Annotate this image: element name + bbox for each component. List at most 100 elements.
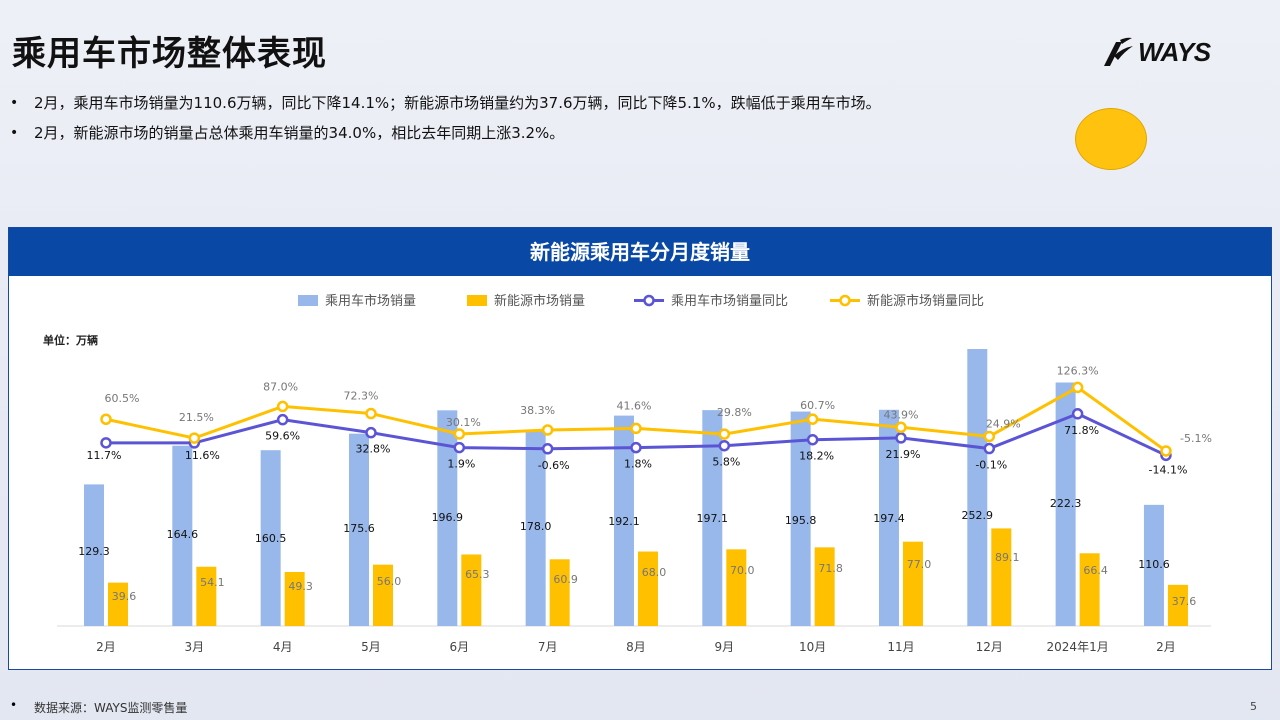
label-nev-yoy-7: 41.6%: [617, 399, 652, 412]
bar-passenger-10: [878, 409, 899, 626]
label-passenger-yoy-3: 59.6%: [265, 430, 300, 443]
bullet-item: • 2月，乘用车市场销量为110.6万辆，同比下降14.1%；新能源市场销量约为…: [10, 90, 881, 120]
x-tick-label-6: 7月: [538, 640, 558, 654]
chart-title: 新能源乘用车分月度销量: [9, 228, 1271, 276]
data-source: 数据来源：WAYS监测零售量: [34, 701, 188, 715]
label-nev-yoy-6: 38.3%: [520, 404, 555, 417]
page-title: 乘用车市场整体表现: [12, 34, 327, 74]
bar-passenger-8: [702, 410, 723, 626]
label-nev-yoy-3: 87.0%: [263, 380, 298, 393]
ways-logo: WAYS: [1100, 34, 1211, 70]
bar-label-passenger-2: 164.6: [167, 528, 199, 541]
bar-nev-5: [461, 554, 482, 626]
bar-passenger-6: [525, 431, 546, 626]
label-passenger-yoy-13: -14.1%: [1148, 463, 1187, 476]
label-passenger-yoy-6: -0.6%: [538, 459, 570, 472]
bar-label-passenger-9: 195.8: [785, 514, 817, 527]
bullet-text: 2月，乘用车市场销量为110.6万辆，同比下降14.1%；新能源市场销量约为37…: [34, 94, 881, 112]
point-passenger-yoy-4: [365, 426, 377, 439]
point-passenger-yoy-9: [806, 433, 819, 446]
bar-label-nev-4: 56.0: [377, 575, 402, 588]
logo-text: WAYS: [1138, 36, 1211, 67]
point-nev-yoy-13: [1160, 445, 1172, 457]
label-passenger-yoy-9: 18.2%: [799, 450, 834, 463]
label-passenger-yoy-11: -0.1%: [975, 459, 1007, 472]
label-nev-yoy-10: 43.9%: [883, 408, 918, 421]
bar-label-passenger-10: 197.4: [873, 512, 905, 525]
bar-nev-3: [284, 572, 305, 626]
bar-nev-13: [1167, 584, 1188, 626]
bar-nev-9: [814, 547, 835, 626]
point-nev-yoy-4: [365, 407, 377, 420]
point-passenger-yoy-6: [541, 443, 554, 455]
x-tick-label-7: 8月: [626, 640, 646, 654]
bar-passenger-11: [967, 349, 988, 626]
legend-label-2: 新能源市场销量: [494, 293, 585, 309]
bar-label-nev-8: 70.0: [730, 564, 755, 577]
x-tick-label-4: 5月: [361, 640, 381, 654]
unit-label: 单位：万辆: [43, 333, 98, 347]
label-nev-yoy-12: 126.3%: [1057, 364, 1099, 377]
bar-passenger-3: [260, 450, 281, 626]
bar-label-nev-2: 54.1: [200, 576, 225, 589]
point-passenger-yoy-1: [100, 437, 112, 449]
label-passenger-yoy-5: 1.9%: [447, 458, 475, 471]
x-tick-label-1: 2月: [96, 640, 116, 654]
bar-label-passenger-6: 178.0: [520, 520, 552, 533]
bar-passenger-7: [613, 415, 634, 626]
bar-label-nev-10: 77.0: [907, 558, 932, 571]
bullet-dot-icon: •: [10, 125, 19, 141]
bar-nev-2: [196, 566, 217, 626]
point-nev-yoy-12: [1071, 381, 1084, 394]
point-nev-yoy-2: [188, 432, 201, 444]
point-passenger-yoy-10: [895, 432, 907, 444]
bar-nev-11: [991, 528, 1012, 626]
bullet-item: • 2月，新能源市场的销量占总体乘用车销量的34.0%，相比去年同期上涨3.2%…: [10, 120, 881, 150]
bar-passenger-9: [790, 411, 811, 626]
legend-swatch-2: [467, 295, 487, 306]
label-passenger-yoy-12: 71.8%: [1064, 424, 1099, 437]
label-passenger-yoy-2: 11.6%: [185, 449, 220, 462]
bar-label-nev-12: 66.4: [1083, 564, 1108, 577]
x-tick-label-12: 2024年1月: [1047, 640, 1109, 654]
x-tick-label-8: 9月: [714, 640, 734, 654]
ways-logo-icon: [1104, 37, 1133, 66]
x-tick-label-10: 11月: [887, 640, 914, 654]
label-passenger-yoy-4: 32.8%: [356, 443, 391, 456]
x-tick-label-3: 4月: [273, 640, 293, 654]
bar-label-nev-13: 37.6: [1172, 595, 1197, 608]
bar-label-nev-9: 71.8: [818, 562, 843, 575]
bar-passenger-5: [437, 410, 458, 626]
bar-label-passenger-13: 110.6: [1138, 558, 1170, 571]
legend-marker-3: [643, 294, 655, 307]
point-passenger-yoy-8: [718, 439, 731, 452]
point-passenger-yoy-5: [453, 441, 466, 454]
bar-label-nev-5: 65.3: [465, 568, 490, 581]
bar-label-passenger-11: 252.9: [962, 509, 994, 522]
chart-canvas: 单位：万辆 乘用车市场销量 新能源市场销量 乘用车市场销量同比 新能源市场销量同比 2月 3…: [43, 293, 1212, 654]
point-nev-yoy-11: [983, 430, 996, 443]
bar-nev-4: [372, 564, 393, 626]
bar-passenger-4: [348, 433, 369, 626]
bar-label-nev-11: 89.1: [995, 551, 1020, 564]
bar-nev-8: [726, 549, 747, 626]
bar-label-nev-6: 60.9: [553, 573, 578, 586]
point-passenger-yoy-7: [630, 441, 642, 454]
point-passenger-yoy-3: [276, 413, 289, 426]
chart-panel: 新能源乘用车分月度销量 单位：万辆 乘用车市场销量 新能源市场销量 乘用车市场销量同比…: [8, 227, 1272, 670]
legend-label-1: 乘用车市场销量: [325, 293, 416, 309]
decorative-circle: [1075, 108, 1147, 170]
label-passenger-yoy-10: 21.9%: [885, 448, 920, 461]
point-passenger-yoy-11: [983, 442, 996, 455]
point-nev-yoy-3: [276, 400, 289, 413]
label-nev-yoy-11: 24.9%: [986, 417, 1021, 430]
x-tick-label-11: 12月: [976, 640, 1003, 654]
bar-nev-7: [637, 551, 658, 626]
x-tick-label-13: 2月: [1156, 640, 1176, 654]
bar-label-passenger-4: 175.6: [343, 522, 375, 535]
point-nev-yoy-1: [100, 413, 112, 425]
summary-bullets: • 2月，乘用车市场销量为110.6万辆，同比下降14.1%；新能源市场销量约为…: [10, 90, 881, 150]
bar-label-passenger-12: 222.3: [1050, 497, 1082, 510]
legend-marker-4: [839, 294, 851, 307]
bar-passenger-13: [1143, 504, 1164, 626]
